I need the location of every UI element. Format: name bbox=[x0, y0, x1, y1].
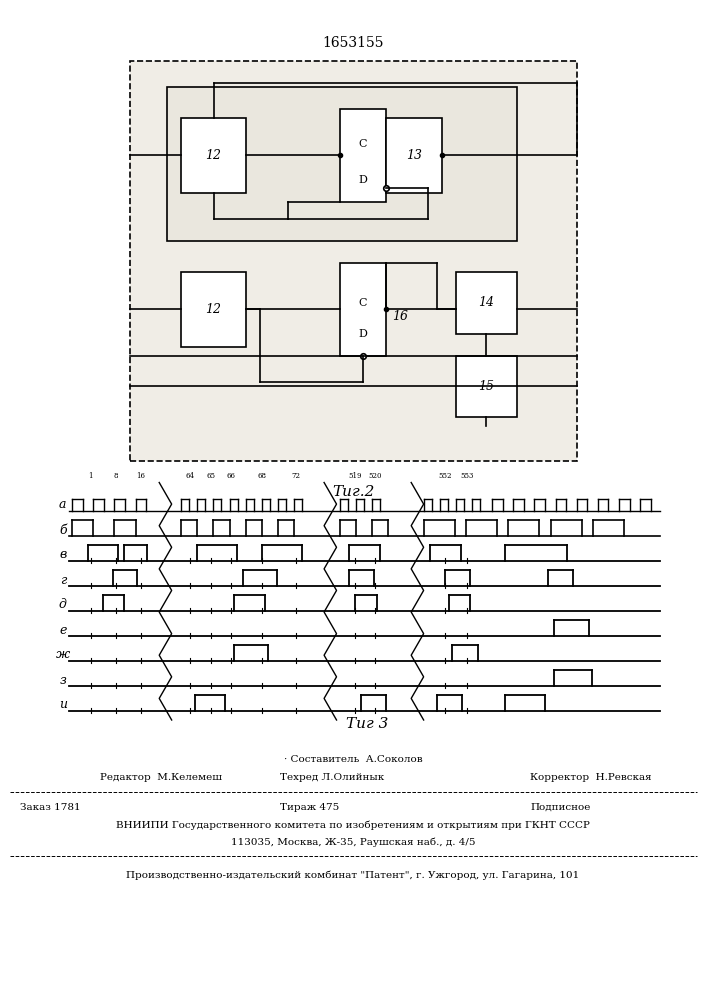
Text: C: C bbox=[358, 298, 367, 308]
Text: 8: 8 bbox=[113, 472, 118, 480]
Text: д: д bbox=[59, 598, 66, 611]
Text: в: в bbox=[59, 548, 66, 562]
Text: 519: 519 bbox=[349, 472, 362, 480]
Bar bbox=[456, 272, 517, 334]
Bar bbox=[181, 272, 246, 347]
Text: Техред Л.Олийнык: Техред Л.Олийнык bbox=[280, 774, 384, 782]
Text: 68: 68 bbox=[257, 472, 267, 480]
Text: Тираж 475: Тираж 475 bbox=[280, 802, 339, 812]
Text: D: D bbox=[358, 329, 367, 339]
Text: 520: 520 bbox=[368, 472, 382, 480]
Text: Корректор  Н.Ревская: Корректор Н.Ревская bbox=[530, 774, 652, 782]
Text: 12: 12 bbox=[206, 303, 221, 316]
Text: з: з bbox=[59, 674, 66, 686]
Text: Τиг.2: Τиг.2 bbox=[332, 485, 375, 499]
Text: 14: 14 bbox=[479, 296, 494, 309]
Text: и: и bbox=[59, 698, 66, 712]
Text: е: е bbox=[59, 624, 66, 637]
Bar bbox=[386, 118, 442, 193]
Text: Редактор  М.Келемеш: Редактор М.Келемеш bbox=[100, 774, 222, 782]
Text: 16: 16 bbox=[392, 310, 408, 322]
Text: 15: 15 bbox=[479, 380, 494, 393]
Text: 65: 65 bbox=[206, 472, 216, 480]
Text: Производственно-издательский комбинат "Патент", г. Ужгород, ул. Гагарина, 101: Производственно-издательский комбинат "П… bbox=[127, 870, 580, 880]
Text: C: C bbox=[358, 139, 367, 149]
Text: 1: 1 bbox=[88, 472, 93, 480]
Bar bbox=[456, 356, 517, 417]
Bar bbox=[339, 109, 386, 202]
Text: б: б bbox=[59, 524, 66, 536]
Text: ж: ж bbox=[56, 648, 70, 662]
Text: 66: 66 bbox=[227, 472, 236, 480]
Text: Заказ 1781: Заказ 1781 bbox=[20, 802, 81, 812]
Text: 552: 552 bbox=[438, 472, 452, 480]
Text: Подписное: Подписное bbox=[530, 802, 590, 812]
Text: Τиг 3: Τиг 3 bbox=[346, 717, 389, 731]
Text: 1653155: 1653155 bbox=[323, 36, 384, 50]
Bar bbox=[181, 118, 246, 193]
Text: г: г bbox=[59, 574, 66, 586]
Text: 64: 64 bbox=[186, 472, 195, 480]
Text: а: а bbox=[59, 498, 66, 512]
Text: ВНИИПИ Государственного комитета по изобретениям и открытиям при ГКНТ СССР: ВНИИПИ Государственного комитета по изоб… bbox=[116, 820, 590, 830]
Text: 553: 553 bbox=[460, 472, 474, 480]
Text: D: D bbox=[358, 175, 367, 185]
Text: · Составитель  А.Соколов: · Составитель А.Соколов bbox=[284, 756, 422, 764]
Text: 13: 13 bbox=[406, 149, 422, 162]
Bar bbox=[339, 263, 386, 356]
Text: 113035, Москва, Ж-35, Раушская наб., д. 4/5: 113035, Москва, Ж-35, Раушская наб., д. … bbox=[230, 837, 475, 847]
Text: 12: 12 bbox=[206, 149, 221, 162]
Text: 72: 72 bbox=[291, 472, 300, 480]
Bar bbox=[167, 87, 517, 241]
Text: 16: 16 bbox=[136, 472, 145, 480]
